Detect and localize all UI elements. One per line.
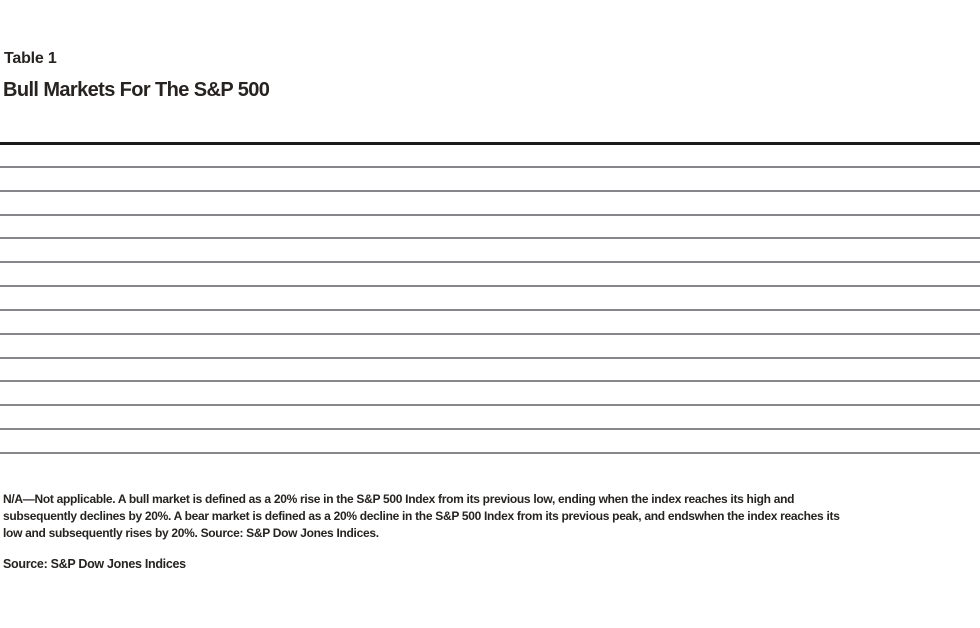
table-rule-line xyxy=(0,380,980,382)
table-rule-line xyxy=(0,237,980,239)
table-number-label: Table 1 xyxy=(4,50,57,67)
table-title: Bull Markets For The S&P 500 xyxy=(3,79,270,101)
table-rule-line xyxy=(0,333,980,335)
table-grid xyxy=(0,142,980,456)
table-rule-line xyxy=(0,261,980,263)
table-rule-line xyxy=(0,428,980,430)
footnote-line: low and subsequently rises by 20%. Sourc… xyxy=(3,526,379,540)
footnote-line: N/A—Not applicable. A bull market is def… xyxy=(3,492,795,506)
table-rule-line xyxy=(0,285,980,287)
table-rule-line xyxy=(0,166,980,168)
table-rule-line xyxy=(0,404,980,406)
table-rule-line xyxy=(0,452,980,454)
table-rule-line xyxy=(0,190,980,192)
table-rule-line xyxy=(0,309,980,311)
footnote-text: N/A—Not applicable. A bull market is def… xyxy=(3,491,980,542)
table-top-rule xyxy=(0,142,980,145)
table-rule-line xyxy=(0,357,980,359)
source-line: Source: S&P Dow Jones Indices xyxy=(3,557,186,571)
footnote-line: subsequently declines by 20%. A bear mar… xyxy=(3,509,840,523)
table-rule-line xyxy=(0,214,980,216)
